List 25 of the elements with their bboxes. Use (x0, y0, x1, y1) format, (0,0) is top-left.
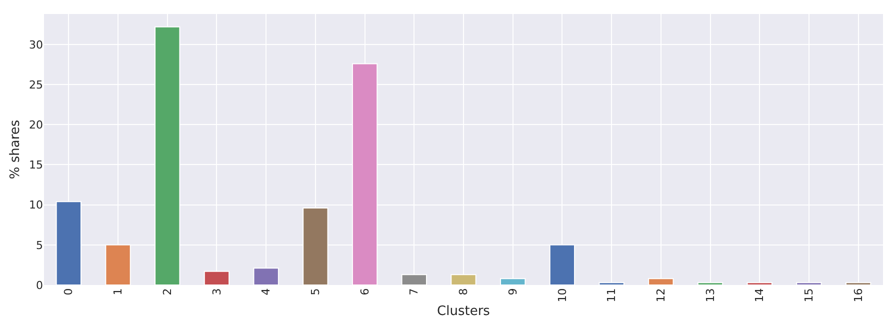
x-tick-label: 14 (753, 288, 766, 302)
x-axis-title: Clusters (437, 304, 490, 319)
x-tick-label: 9 (506, 288, 520, 296)
x-tick-label: 2 (160, 288, 174, 296)
x-tick-label: 12 (654, 288, 668, 302)
y-tick-label: 25 (29, 78, 43, 92)
x-tick-label: 15 (802, 288, 816, 302)
x-tick-label: 4 (260, 288, 273, 296)
x-tick-label: 5 (309, 288, 322, 296)
x-tick-label: 10 (556, 288, 569, 302)
x-tick-label: 8 (457, 288, 470, 296)
x-tick-label: 6 (358, 288, 372, 296)
x-tick-label: 1 (112, 288, 125, 296)
y-tick-label: 15 (29, 158, 43, 172)
x-tick-label: 7 (408, 288, 421, 296)
x-tick-label: 11 (605, 288, 618, 302)
x-tick-label: 13 (704, 288, 717, 302)
x-tick-label: 16 (852, 288, 865, 302)
x-tick-label: 3 (210, 288, 224, 296)
y-tick-label: 10 (29, 198, 43, 212)
y-tick-label: 20 (29, 118, 43, 132)
y-tick-label: 5 (36, 238, 43, 252)
y-tick-label: 30 (29, 38, 43, 52)
y-axis-title: % shares (8, 120, 23, 180)
x-tick-label: 0 (62, 288, 76, 296)
